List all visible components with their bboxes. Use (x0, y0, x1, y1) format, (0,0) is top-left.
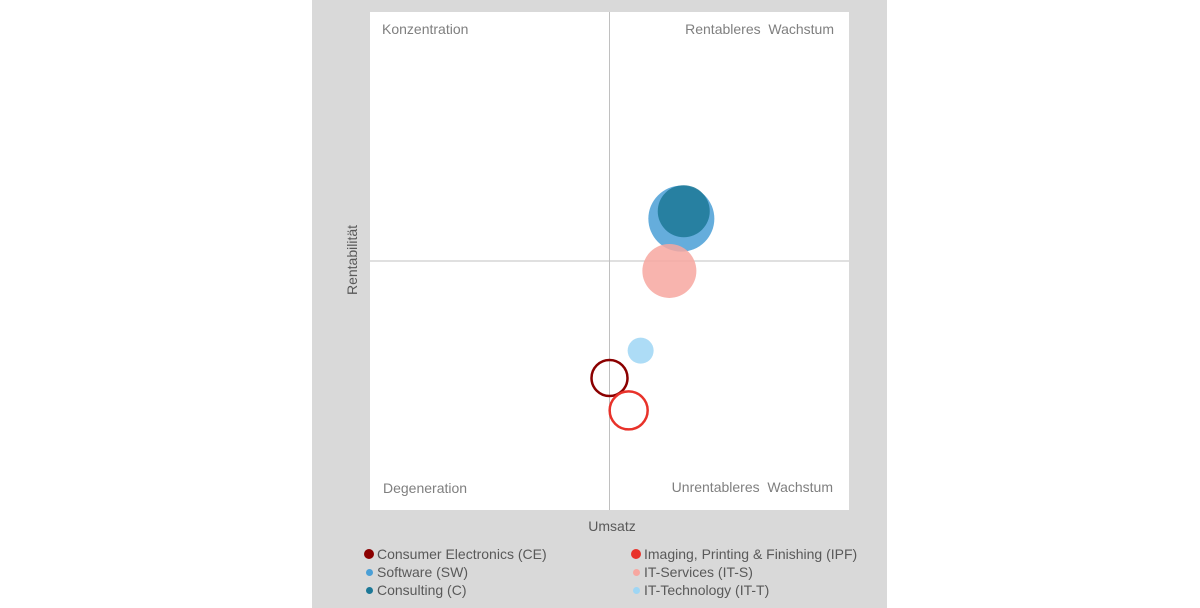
legend-marker (364, 549, 374, 559)
bubbles-group (590, 185, 715, 431)
quadrant-label-bottom-left: Degeneration (383, 480, 468, 496)
legend-marker (633, 586, 640, 594)
x-axis-label: Umsatz (588, 518, 636, 534)
legend-item-ipf: Imaging, Printing & Finishing (IPF) (631, 546, 857, 562)
legend-marker (633, 568, 640, 576)
legend-item-sw: Software (SW) (364, 564, 468, 580)
legend-item-ce: Consumer Electronics (CE) (364, 546, 547, 562)
bubble-it-t (627, 337, 654, 364)
legend-marker (366, 586, 373, 594)
legend-label: Imaging, Printing & Finishing (IPF) (644, 546, 858, 562)
bubble-ce (590, 358, 629, 398)
y-axis-label: Rentabilität (344, 224, 360, 296)
legend-marker (366, 568, 373, 576)
legend-item-it-t: IT-Technology (IT-T) (631, 582, 769, 598)
bubble-c (657, 185, 710, 238)
quadrant-label-top-right: Rentableres Wachstum (685, 21, 834, 37)
bubble-it-s (642, 243, 697, 298)
legend-label: IT-Technology (IT-T) (644, 582, 770, 598)
legend-item-it-s: IT-Services (IT-S) (631, 564, 753, 580)
bubble-ipf (608, 390, 649, 431)
bubble-chart (370, 12, 849, 510)
legend-label: IT-Services (IT-S) (644, 564, 753, 580)
legend-label: Consumer Electronics (CE) (377, 546, 547, 562)
legend-marker (631, 549, 641, 559)
legend-label: Software (SW) (377, 564, 469, 580)
legend-label: Consulting (C) (377, 582, 467, 598)
legend-item-c: Consulting (C) (364, 582, 466, 598)
quadrant-label-top-left: Konzentration (382, 21, 469, 37)
quadrant-label-bottom-right: Unrentableres Wachstum (671, 479, 833, 495)
